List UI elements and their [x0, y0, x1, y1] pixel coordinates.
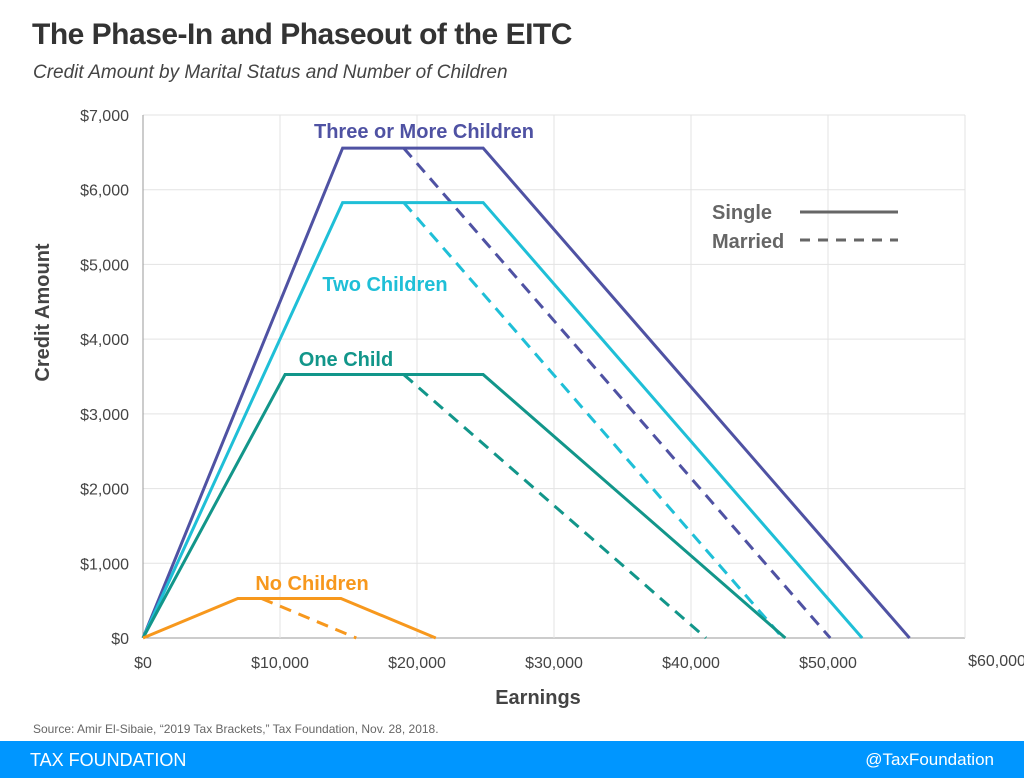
series-label-three-or-more-children: Three or More Children — [314, 121, 534, 143]
legend-label-single: Single — [712, 202, 772, 224]
y-tick-label: $2,000 — [80, 482, 129, 499]
x-tick-label: $40,000 — [662, 655, 720, 672]
x-tick-label: $60,000 — [968, 653, 1024, 670]
x-tick-label: $0 — [134, 655, 152, 672]
series-two-children-single — [141, 201, 864, 639]
y-tick-label: $1,000 — [80, 556, 129, 573]
chart-subtitle: Credit Amount by Marital Status and Numb… — [33, 62, 508, 83]
x-axis-label: Earnings — [495, 687, 581, 709]
series-two-children-married — [402, 201, 784, 639]
x-tick-label: $10,000 — [251, 655, 309, 672]
legend-label-married: Married — [712, 231, 784, 253]
footer-bar: TAX FOUNDATION @TaxFoundation — [0, 741, 1024, 778]
series-one-child-single — [141, 373, 787, 640]
y-tick-label: $0 — [111, 631, 129, 648]
chart-title: The Phase-In and Phaseout of the EITC — [32, 18, 572, 51]
series-label-two-children: Two Children — [322, 274, 447, 296]
series-three-or-more-children-married — [402, 147, 832, 639]
series-three-or-more-children-single — [141, 146, 911, 639]
series-one-child-married — [402, 373, 707, 640]
series-no-children-single — [142, 596, 437, 640]
series-label-one-child: One Child — [299, 349, 393, 371]
y-tick-label: $5,000 — [80, 257, 129, 274]
series-no-children-married — [260, 597, 357, 640]
y-tick-label: $7,000 — [80, 108, 129, 125]
source-note: Source: Amir El-Sibaie, “2019 Tax Bracke… — [33, 722, 439, 736]
footer-brand: TAX FOUNDATION — [30, 750, 187, 770]
x-tick-label: $50,000 — [799, 655, 857, 672]
y-axis-label: Credit Amount — [32, 243, 54, 381]
y-tick-label: $4,000 — [80, 332, 129, 349]
y-tick-label: $6,000 — [80, 183, 129, 200]
y-tick-label: $3,000 — [80, 407, 129, 424]
eitc-chart: $0 $1,000 $2,000 $3,000 $4,000 $5,000 $6,000 $7… — [32, 108, 1024, 709]
footer-handle[interactable]: @TaxFoundation — [865, 750, 994, 769]
x-tick-label: $20,000 — [388, 655, 446, 672]
series-label-no-children: No Children — [255, 573, 368, 595]
x-tick-label: $30,000 — [525, 655, 583, 672]
